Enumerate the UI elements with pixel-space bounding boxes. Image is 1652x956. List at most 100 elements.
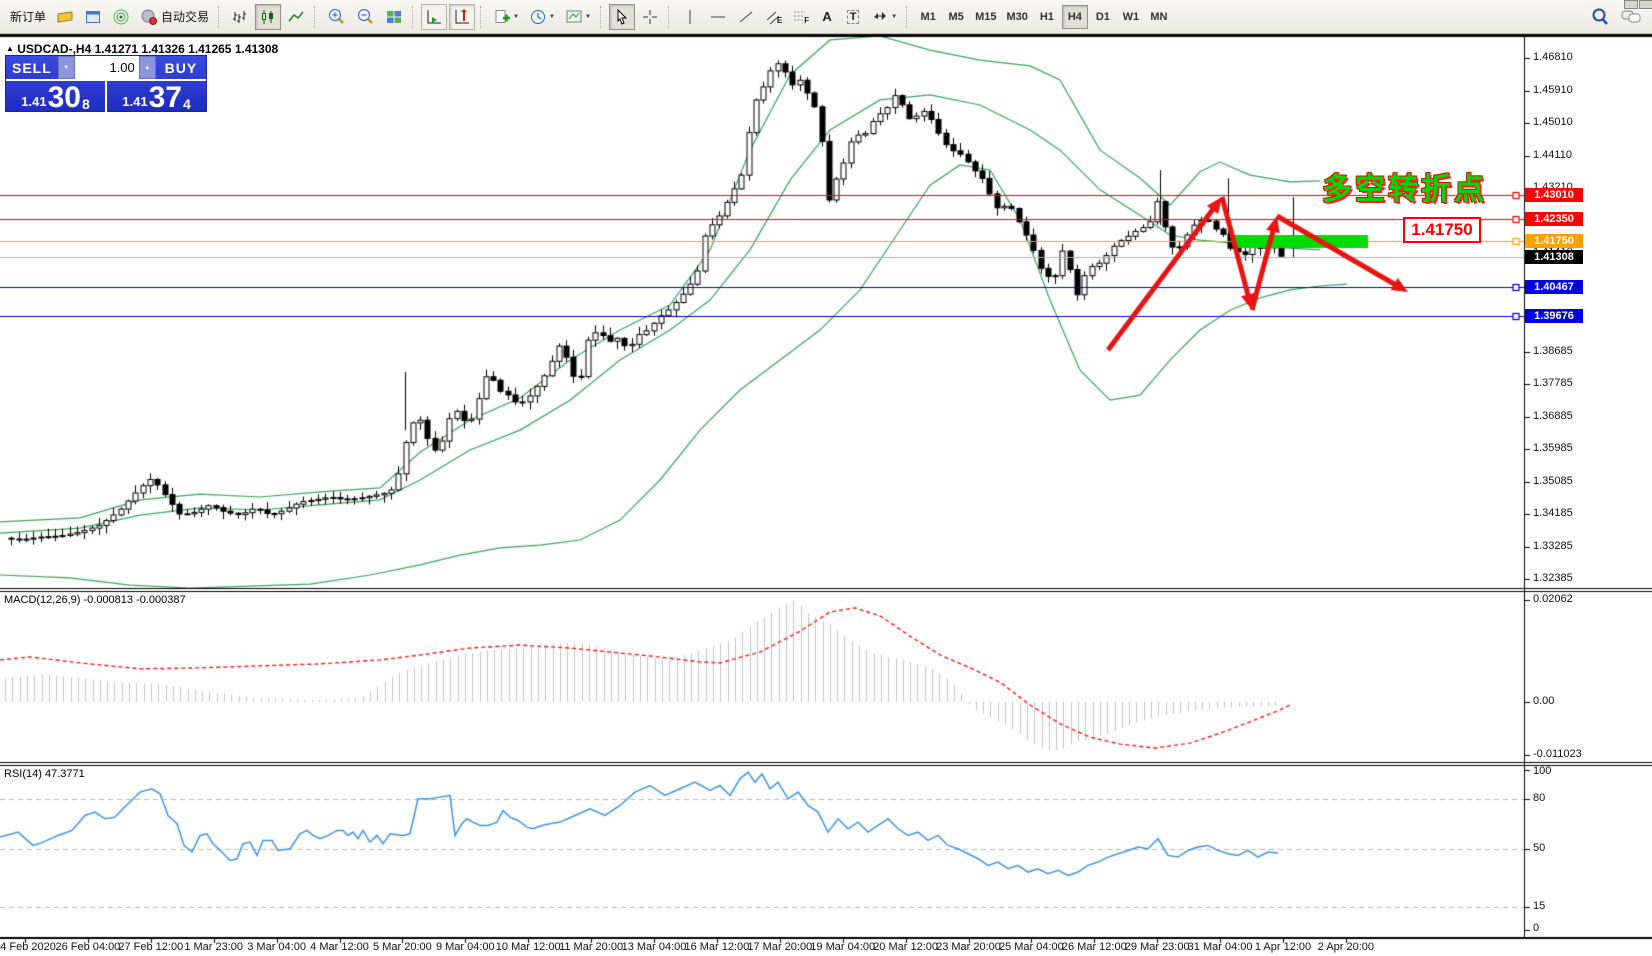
price-tick-label: 0: [1533, 922, 1540, 934]
quotes-icon: [57, 10, 73, 23]
channel-letter: E: [776, 16, 783, 25]
price-level-flag: 1.39676: [1525, 308, 1583, 323]
market-watch-icon: [86, 10, 101, 23]
arrows-icon: [874, 11, 887, 20]
price-tick-label: 1.38685: [1533, 344, 1573, 357]
ohlc-close: 1.41308: [234, 42, 279, 56]
price-tick-label: 1.35985: [1533, 442, 1573, 455]
zoom-in-button[interactable]: [323, 4, 350, 30]
arrows-tool-button[interactable]: ▼: [867, 4, 901, 30]
toolbar: 新订单 自动交易 ▼ ▼ ▼ E F A T ▼ M1 M5 M15 M30 H1 H4 D…: [0, 0, 1652, 34]
turning-point-annotation[interactable]: 多空转折点: [1322, 173, 1487, 206]
date-tick-label: 13 Mar 04:00: [621, 941, 687, 953]
sell-price-prefix: 1.41: [21, 94, 47, 109]
crosshair-tool-button[interactable]: [637, 4, 663, 30]
search-button[interactable]: [1586, 4, 1614, 30]
timeframe-M1[interactable]: M1: [915, 5, 941, 29]
quotes-button[interactable]: [52, 4, 78, 30]
autotrading-button[interactable]: 自动交易: [136, 4, 213, 30]
candlestick-chart-icon: [262, 9, 274, 24]
buy-price[interactable]: 1.41 37 4: [107, 81, 206, 113]
tile-windows-button[interactable]: [381, 4, 407, 30]
timeframe-M5[interactable]: M5: [943, 5, 969, 29]
price-tick-label: 1.45010: [1533, 116, 1573, 129]
channel-tool-button[interactable]: E: [761, 4, 786, 30]
window-restore-button[interactable]: [1624, 0, 1638, 9]
price-tick-label: 50: [1533, 841, 1546, 854]
sell-button[interactable]: SELL: [6, 56, 58, 79]
toolbar-separator: [314, 5, 318, 28]
price-tick-label: 1.33285: [1533, 539, 1573, 552]
date-tick-label: 17 Mar 20:00: [747, 941, 813, 953]
price-level-annotation[interactable]: 1.41750: [1403, 217, 1481, 243]
line-chart-button[interactable]: [283, 4, 309, 30]
clock-icon: [530, 9, 545, 24]
timeframe-group: M1 M5 M15 M30 H1 H4 D1 W1 MN: [914, 4, 1173, 29]
fibonacci-tool-button[interactable]: F: [788, 4, 813, 30]
date-tick-label: 5 Mar 20:00: [373, 941, 432, 953]
cursor-tool-button[interactable]: [608, 3, 635, 30]
zoom-out-button[interactable]: [352, 4, 379, 30]
bar-chart-icon: [233, 10, 247, 23]
date-tick-label: 2 Apr 20:00: [1317, 941, 1375, 953]
text-label-icon: T: [846, 9, 860, 24]
price-level-flag: 1.41750: [1525, 233, 1583, 248]
trendline-tool-button[interactable]: [733, 4, 759, 30]
date-tick-label: 20 Mar 12:00: [873, 941, 939, 953]
ohlc-low: 1.41265: [188, 42, 232, 56]
period-button[interactable]: ▼: [525, 4, 559, 30]
window-close-button[interactable]: [1639, 0, 1652, 9]
new-order-button[interactable]: 新订单: [3, 4, 50, 30]
chat-button[interactable]: [1616, 4, 1646, 30]
bar-chart-button[interactable]: [227, 4, 253, 30]
timeframe-W1[interactable]: W1: [1118, 5, 1144, 29]
chart-shift-icon: [455, 8, 470, 23]
timeframe-M15[interactable]: M15: [971, 5, 1000, 29]
toolbar-separator: [667, 5, 672, 28]
volume-decrement-button[interactable]: ▼: [57, 56, 75, 79]
sell-price-big: 30: [47, 81, 81, 114]
autotrading-icon: [141, 9, 158, 25]
text-label-tool-button[interactable]: T: [841, 4, 865, 30]
buy-button[interactable]: BUY: [156, 56, 206, 79]
toolbar-separator: [599, 5, 604, 28]
sell-price[interactable]: 1.41 30 8: [6, 81, 107, 113]
buy-price-pip: 4: [182, 96, 191, 112]
timeframe-D1[interactable]: D1: [1090, 5, 1116, 29]
toolbar-separator: [480, 5, 484, 28]
timeframe-H4[interactable]: H4: [1061, 4, 1088, 29]
date-tick-label: 4 Mar 12:00: [310, 941, 369, 953]
volume-input[interactable]: [74, 56, 139, 79]
toolbar-separator: [218, 5, 222, 28]
add-indicator-button[interactable]: ▼: [489, 4, 523, 30]
timeframe-H1[interactable]: H1: [1034, 5, 1060, 29]
price-tick-label: 0.00: [1533, 695, 1555, 707]
candlestick-chart-button[interactable]: [255, 3, 282, 30]
timeframe-M30[interactable]: M30: [1002, 5, 1031, 29]
auto-scroll-button[interactable]: [421, 3, 448, 30]
template-icon: [566, 10, 582, 22]
new-order-label: 新订单: [10, 10, 47, 24]
volume-increment-button[interactable]: ▲: [138, 56, 156, 79]
price-tick-label: 1.45910: [1533, 83, 1573, 96]
symbol-name: USDCAD-,H4: [17, 42, 92, 56]
zoom-in-icon: [329, 9, 344, 24]
dropdown-caret-icon: ▼: [584, 13, 591, 20]
dropdown-caret-icon: ▼: [513, 13, 519, 20]
text-tool-button[interactable]: A: [815, 4, 839, 30]
chart-shift-button[interactable]: [449, 3, 476, 30]
vertical-line-icon: [689, 9, 691, 24]
horizontal-line-tool-button[interactable]: [705, 4, 731, 30]
price-tick-label: 80: [1533, 791, 1546, 804]
timeframe-MN[interactable]: MN: [1146, 5, 1172, 29]
date-tick-label: 1 Mar 23:00: [184, 941, 244, 953]
price-tick-label: 1.35085: [1533, 474, 1573, 487]
template-button[interactable]: ▼: [561, 4, 595, 30]
vertical-line-tool-button[interactable]: [677, 4, 703, 30]
price-tick-label: 1.34185: [1533, 507, 1573, 520]
price-level-flag: 1.43010: [1525, 188, 1583, 203]
signals-button[interactable]: [108, 4, 134, 30]
market-watch-button[interactable]: [80, 4, 106, 30]
price-level-flag: 1.42350: [1525, 212, 1583, 227]
